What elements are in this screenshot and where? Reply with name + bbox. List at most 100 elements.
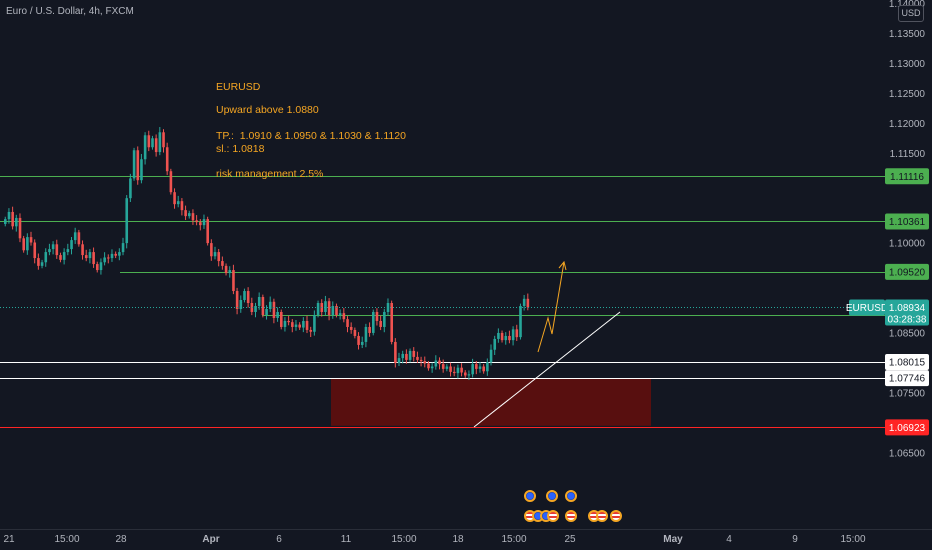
candle-body bbox=[294, 324, 298, 327]
time-tick-label: 28 bbox=[115, 534, 127, 545]
candle-body bbox=[504, 335, 508, 341]
candle-body bbox=[430, 366, 434, 369]
time-tick-label: 15:00 bbox=[54, 534, 79, 545]
price-tick-label: 1.07500 bbox=[889, 388, 926, 399]
candle-body bbox=[22, 238, 25, 251]
candle-body bbox=[44, 252, 48, 263]
candle-body bbox=[55, 244, 59, 256]
candle-body bbox=[302, 320, 305, 328]
candle-body bbox=[110, 253, 114, 259]
note-stop-loss: sl.: 1.0818 bbox=[216, 143, 265, 155]
candle-body bbox=[372, 311, 375, 333]
candle-body bbox=[199, 222, 202, 226]
candle-body bbox=[169, 171, 173, 193]
candle-body bbox=[206, 219, 209, 244]
candle-body bbox=[291, 322, 294, 327]
time-axis[interactable]: 21 15:00 28 Apr 6 11 15:00 18 15:00 25 May 4 9 15:00 bbox=[0, 529, 932, 546]
candle-body bbox=[26, 237, 29, 251]
candle-body bbox=[335, 305, 338, 315]
us-event-icon[interactable] bbox=[610, 510, 622, 522]
us-event-icon[interactable] bbox=[596, 510, 608, 522]
candle-body bbox=[191, 213, 195, 221]
candle-body bbox=[232, 270, 235, 292]
candle-body bbox=[338, 313, 342, 315]
candle-body bbox=[37, 258, 40, 266]
time-tick-label: May bbox=[663, 534, 683, 545]
candle-body bbox=[243, 291, 246, 301]
candle-body bbox=[147, 135, 151, 148]
us-event-icon[interactable] bbox=[547, 510, 559, 522]
candles bbox=[4, 127, 530, 381]
candle-body bbox=[390, 303, 393, 342]
candle-body bbox=[464, 372, 467, 376]
candle-body bbox=[221, 261, 224, 266]
candle-body bbox=[475, 364, 478, 369]
eu-event-icon[interactable] bbox=[546, 490, 558, 502]
eu-event-icon[interactable] bbox=[565, 490, 577, 502]
level-price-tag bbox=[885, 419, 929, 436]
candle-body bbox=[386, 303, 390, 312]
candle-body bbox=[180, 201, 184, 211]
time-tick-label: 15:00 bbox=[840, 534, 865, 545]
time-tick-label: 18 bbox=[452, 534, 464, 545]
candle-body bbox=[349, 326, 353, 330]
candle-body bbox=[59, 255, 62, 260]
us-event-icon[interactable] bbox=[565, 510, 577, 522]
candle-body bbox=[143, 135, 147, 160]
candle-body bbox=[287, 320, 290, 323]
price-tick-label: 1.13000 bbox=[889, 59, 926, 70]
candle-body bbox=[460, 367, 463, 373]
candle-body bbox=[96, 264, 99, 271]
candle-body bbox=[48, 249, 51, 253]
candle-body bbox=[195, 220, 198, 223]
candle-body bbox=[272, 301, 276, 318]
candle-body bbox=[210, 243, 213, 257]
candle-body bbox=[482, 366, 485, 372]
currency-badge[interactable]: USD bbox=[898, 5, 924, 22]
candle-body bbox=[368, 326, 371, 333]
level-price-tag bbox=[885, 168, 929, 185]
symbol-legend[interactable]: Euro / U.S. Dollar, 4h, FXCM bbox=[6, 6, 134, 17]
candle-body bbox=[449, 366, 452, 372]
candle-body bbox=[7, 211, 11, 220]
candle-body bbox=[66, 249, 70, 253]
candle-body bbox=[408, 350, 412, 360]
last-price-tag bbox=[885, 299, 929, 326]
candle-body bbox=[489, 349, 493, 363]
time-tick-label: 25 bbox=[564, 534, 576, 545]
candle-body bbox=[497, 332, 500, 339]
candle-body bbox=[511, 329, 515, 341]
candle-body bbox=[213, 252, 217, 257]
eu-event-icon[interactable] bbox=[524, 490, 536, 502]
candle-body bbox=[357, 335, 360, 345]
note-entry: Upward above 1.0880 bbox=[216, 104, 319, 116]
candle-body bbox=[99, 262, 103, 271]
candle-body bbox=[217, 252, 221, 262]
price-tick-label: 1.10000 bbox=[889, 239, 926, 250]
level-price-tag bbox=[885, 354, 929, 371]
note-take-profit: TP.: 1.0910 & 1.0950 & 1.1030 & 1.1120 bbox=[216, 130, 406, 142]
symbol-tag-text: EURUSD bbox=[846, 303, 888, 314]
candle-body bbox=[151, 138, 154, 148]
candle-body bbox=[383, 311, 386, 327]
candle-body bbox=[162, 132, 165, 148]
candle-body bbox=[202, 219, 206, 226]
horizontal-levels bbox=[0, 176, 885, 428]
level-price-tag bbox=[885, 370, 929, 387]
candle-body bbox=[107, 257, 110, 259]
candle-body bbox=[467, 374, 471, 376]
candle-body bbox=[29, 237, 33, 243]
candle-body bbox=[452, 371, 456, 374]
candle-body bbox=[313, 314, 316, 332]
time-tick-label: 15:00 bbox=[391, 534, 416, 545]
candle-body bbox=[254, 305, 257, 312]
time-tick-label: 9 bbox=[792, 534, 798, 545]
candle-body bbox=[228, 270, 232, 274]
trend-line bbox=[473, 311, 621, 428]
candle-body bbox=[419, 359, 423, 362]
candle-body bbox=[88, 252, 92, 259]
candle-body bbox=[250, 303, 254, 312]
candle-body bbox=[394, 341, 397, 363]
price-tick-label: 1.12500 bbox=[889, 89, 926, 100]
